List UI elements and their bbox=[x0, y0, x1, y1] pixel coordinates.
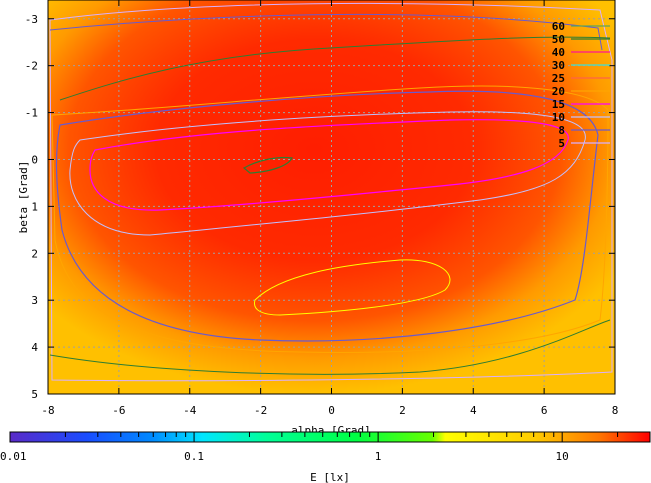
legend-label-5: 5 bbox=[558, 137, 565, 150]
x-tick-label: 0 bbox=[328, 404, 335, 417]
contour-5 bbox=[49, 2, 613, 382]
legend-label-10: 10 bbox=[552, 111, 565, 124]
legend-label-50: 50 bbox=[552, 33, 565, 46]
contour-8-outer bbox=[55, 90, 599, 342]
colorbar-ticks: 0.01 0.1 1 10 bbox=[0, 432, 651, 463]
legend-label-8: 8 bbox=[558, 124, 565, 137]
legend-label-20: 20 bbox=[552, 85, 565, 98]
contour-lines bbox=[49, 2, 613, 382]
contour-8 bbox=[49, 13, 603, 51]
y-tick-label: 2 bbox=[31, 247, 38, 260]
x-tick-label: 4 bbox=[470, 404, 477, 417]
x-tick-label: -2 bbox=[254, 404, 267, 417]
contour-25-island bbox=[242, 156, 293, 174]
y-tick-label: -2 bbox=[25, 60, 38, 73]
colorbar-label: E [lx] bbox=[310, 471, 350, 483]
y-axis-label: beta [Grad] bbox=[17, 161, 30, 234]
contour-lower-lobe bbox=[253, 259, 451, 316]
y-tick-label: 3 bbox=[31, 294, 38, 307]
legend-label-15: 15 bbox=[552, 98, 565, 111]
y-axis-ticks: -3 -2 -1 0 1 2 3 4 5 bbox=[25, 13, 615, 401]
contour-10 bbox=[69, 111, 586, 236]
y-tick-label: 5 bbox=[31, 388, 38, 401]
y-tick-label: 1 bbox=[31, 200, 38, 213]
legend-label-60: 60 bbox=[552, 20, 565, 33]
colorbar-tick-label: 1 bbox=[375, 450, 382, 463]
x-tick-label: -8 bbox=[41, 404, 54, 417]
plot-area bbox=[48, 0, 615, 394]
contour-50-top bbox=[59, 36, 611, 101]
legend-label-30: 30 bbox=[552, 59, 565, 72]
y-tick-label: -3 bbox=[25, 13, 38, 26]
x-tick-label: 2 bbox=[399, 404, 406, 417]
x-tick-label: 6 bbox=[541, 404, 548, 417]
x-tick-label: -6 bbox=[112, 404, 125, 417]
colorbar-tick-label: 10 bbox=[556, 450, 569, 463]
y-tick-label: 0 bbox=[31, 153, 38, 166]
contour-50-bottom bbox=[49, 319, 611, 375]
colorbar-tick-label: 0.01 bbox=[0, 450, 27, 463]
colorbar-tick-label: 0.1 bbox=[184, 450, 204, 463]
legend-label-40: 40 bbox=[552, 46, 565, 59]
legend-label-25: 25 bbox=[552, 72, 565, 85]
contour-20 bbox=[51, 85, 609, 354]
x-tick-label: -4 bbox=[183, 404, 197, 417]
x-tick-label: 8 bbox=[612, 404, 619, 417]
y-tick-label: -1 bbox=[25, 107, 38, 120]
contour-15 bbox=[89, 119, 569, 211]
x-axis-ticks: -8 -6 -4 -2 0 2 4 6 8 bbox=[41, 0, 618, 417]
y-tick-label: 4 bbox=[31, 341, 38, 354]
